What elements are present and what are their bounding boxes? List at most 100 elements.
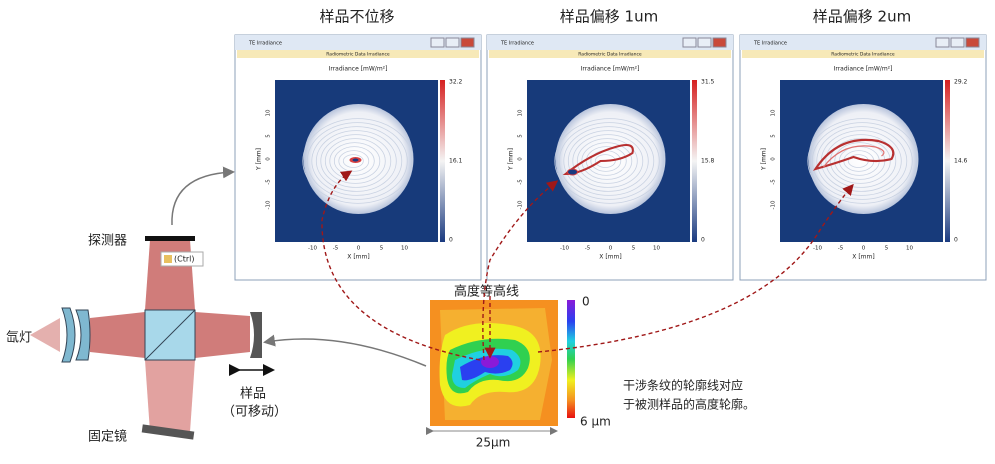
window-control[interactable] bbox=[697, 37, 712, 48]
colorbar-tick-label: 32.2 bbox=[449, 79, 463, 86]
fringe bbox=[338, 150, 370, 172]
panel-title: 样品不位移 bbox=[319, 8, 394, 26]
colorbar-tick-label: 14.6 bbox=[954, 158, 968, 165]
window-control[interactable] bbox=[682, 37, 697, 48]
panel-title: 样品偏移 2um bbox=[813, 8, 911, 26]
x-tick-label: 5 bbox=[632, 246, 636, 252]
x-tick-label: -5 bbox=[838, 246, 844, 252]
fringe bbox=[302, 118, 414, 204]
fringe bbox=[558, 122, 660, 200]
arrows bbox=[171, 166, 854, 367]
x-tick-label: -10 bbox=[813, 246, 822, 252]
window-titlebar bbox=[235, 35, 481, 50]
window-header bbox=[489, 50, 731, 58]
sample-note: （可移动） bbox=[222, 405, 287, 420]
sample-label: 样品 bbox=[240, 387, 266, 402]
fringe bbox=[329, 142, 381, 180]
fringe bbox=[333, 146, 375, 176]
y-tick-label: 0 bbox=[771, 157, 777, 161]
colorbar-tick-label: 31.5 bbox=[701, 79, 715, 86]
colorbar-tick-label: 29.2 bbox=[954, 79, 968, 86]
window-control[interactable] bbox=[460, 37, 475, 48]
fringe bbox=[807, 118, 919, 204]
y-tick-label: 0 bbox=[266, 157, 272, 161]
window-control[interactable] bbox=[430, 37, 445, 48]
contour-scale-bottom: 6 μm bbox=[580, 415, 611, 429]
fringe-contour bbox=[562, 144, 634, 176]
plot-title: Irradiance [mW/m²] bbox=[581, 66, 640, 73]
y-axis-label: Y [mm] bbox=[256, 148, 263, 171]
x-axis-label: X [mm] bbox=[347, 254, 369, 261]
irradiance-window: TE Irradiance Radiometric Data Irradiance… bbox=[739, 34, 987, 281]
fringe bbox=[572, 134, 644, 188]
window-title: TE Irradiance bbox=[500, 41, 534, 47]
fringe bbox=[594, 154, 616, 168]
y-tick-label: 5 bbox=[771, 134, 777, 138]
paste-hint[interactable]: (Ctrl) bbox=[174, 255, 194, 264]
fringe bbox=[311, 126, 403, 196]
y-axis-label: Y [mm] bbox=[508, 148, 515, 171]
fringe-center bbox=[352, 158, 359, 162]
window-title: TE Irradiance bbox=[753, 41, 787, 47]
fringe bbox=[315, 130, 397, 192]
window-control[interactable] bbox=[950, 37, 965, 48]
window-header-text: Radiometric Data Irradiance bbox=[578, 52, 642, 58]
x-tick-label: -10 bbox=[308, 246, 317, 252]
fringe bbox=[342, 154, 364, 168]
colorbar-tick-label: 0 bbox=[449, 237, 453, 244]
fixed-mirror-label: 固定镜 bbox=[88, 430, 127, 445]
window-header bbox=[237, 50, 479, 58]
window-control[interactable] bbox=[445, 37, 460, 48]
x-tick-label: 0 bbox=[609, 246, 613, 252]
window-control[interactable] bbox=[965, 37, 980, 48]
fringe bbox=[324, 138, 386, 184]
colorbar bbox=[440, 80, 445, 242]
lamp-label: 氙灯 bbox=[6, 331, 32, 346]
fringe-contour bbox=[823, 145, 885, 168]
y-tick-label: -10 bbox=[771, 200, 777, 209]
fringe bbox=[825, 134, 897, 188]
window-control[interactable] bbox=[712, 37, 727, 48]
fringe bbox=[563, 126, 655, 196]
fringe bbox=[816, 126, 908, 196]
x-axis-label: X [mm] bbox=[852, 254, 874, 261]
plot-title: Irradiance [mW/m²] bbox=[834, 66, 893, 73]
fringe-center bbox=[567, 168, 578, 176]
x-tick-label: -10 bbox=[560, 246, 569, 252]
x-tick-label: -5 bbox=[333, 246, 339, 252]
window-titlebar bbox=[487, 35, 733, 50]
contour-width-label: 25μm bbox=[476, 436, 511, 450]
irradiance-window: TE Irradiance Radiometric Data Irradiance… bbox=[234, 34, 482, 281]
contour-map bbox=[426, 300, 575, 435]
fringe bbox=[576, 138, 638, 184]
detector-label: 探测器 bbox=[88, 234, 127, 249]
colorbar-tick-label: 15.8 bbox=[701, 158, 715, 165]
x-tick-label: 10 bbox=[401, 246, 408, 252]
y-tick-label: 10 bbox=[266, 109, 272, 116]
colorbar-tick-label: 16.1 bbox=[449, 158, 463, 165]
window-control[interactable] bbox=[935, 37, 950, 48]
x-tick-label: 10 bbox=[653, 246, 660, 252]
x-tick-label: -5 bbox=[585, 246, 591, 252]
irradiance-window: TE Irradiance Radiometric Data Irradiance… bbox=[486, 34, 734, 281]
fringe bbox=[567, 130, 649, 192]
y-tick-label: -5 bbox=[266, 179, 272, 185]
window-title: TE Irradiance bbox=[248, 41, 282, 47]
window-header bbox=[742, 50, 984, 58]
colorbar-tick-label: 0 bbox=[701, 237, 705, 244]
colorbar bbox=[945, 80, 950, 242]
x-tick-label: 5 bbox=[885, 246, 889, 252]
contour-scale-top: 0 bbox=[582, 295, 590, 309]
y-tick-label: 5 bbox=[266, 134, 272, 138]
window-titlebar bbox=[740, 35, 986, 50]
beam-disk bbox=[555, 104, 666, 214]
window-header-text: Radiometric Data Irradiance bbox=[326, 52, 390, 58]
panel-title: 样品偏移 1um bbox=[560, 8, 658, 26]
contour-title: 高度等高线 bbox=[454, 284, 519, 300]
plot-title: Irradiance [mW/m²] bbox=[329, 66, 388, 73]
y-tick-label: -10 bbox=[518, 200, 524, 209]
optical-setup bbox=[30, 236, 275, 440]
colorbar-tick-label: 0 bbox=[954, 237, 958, 244]
colorbar bbox=[692, 80, 697, 242]
